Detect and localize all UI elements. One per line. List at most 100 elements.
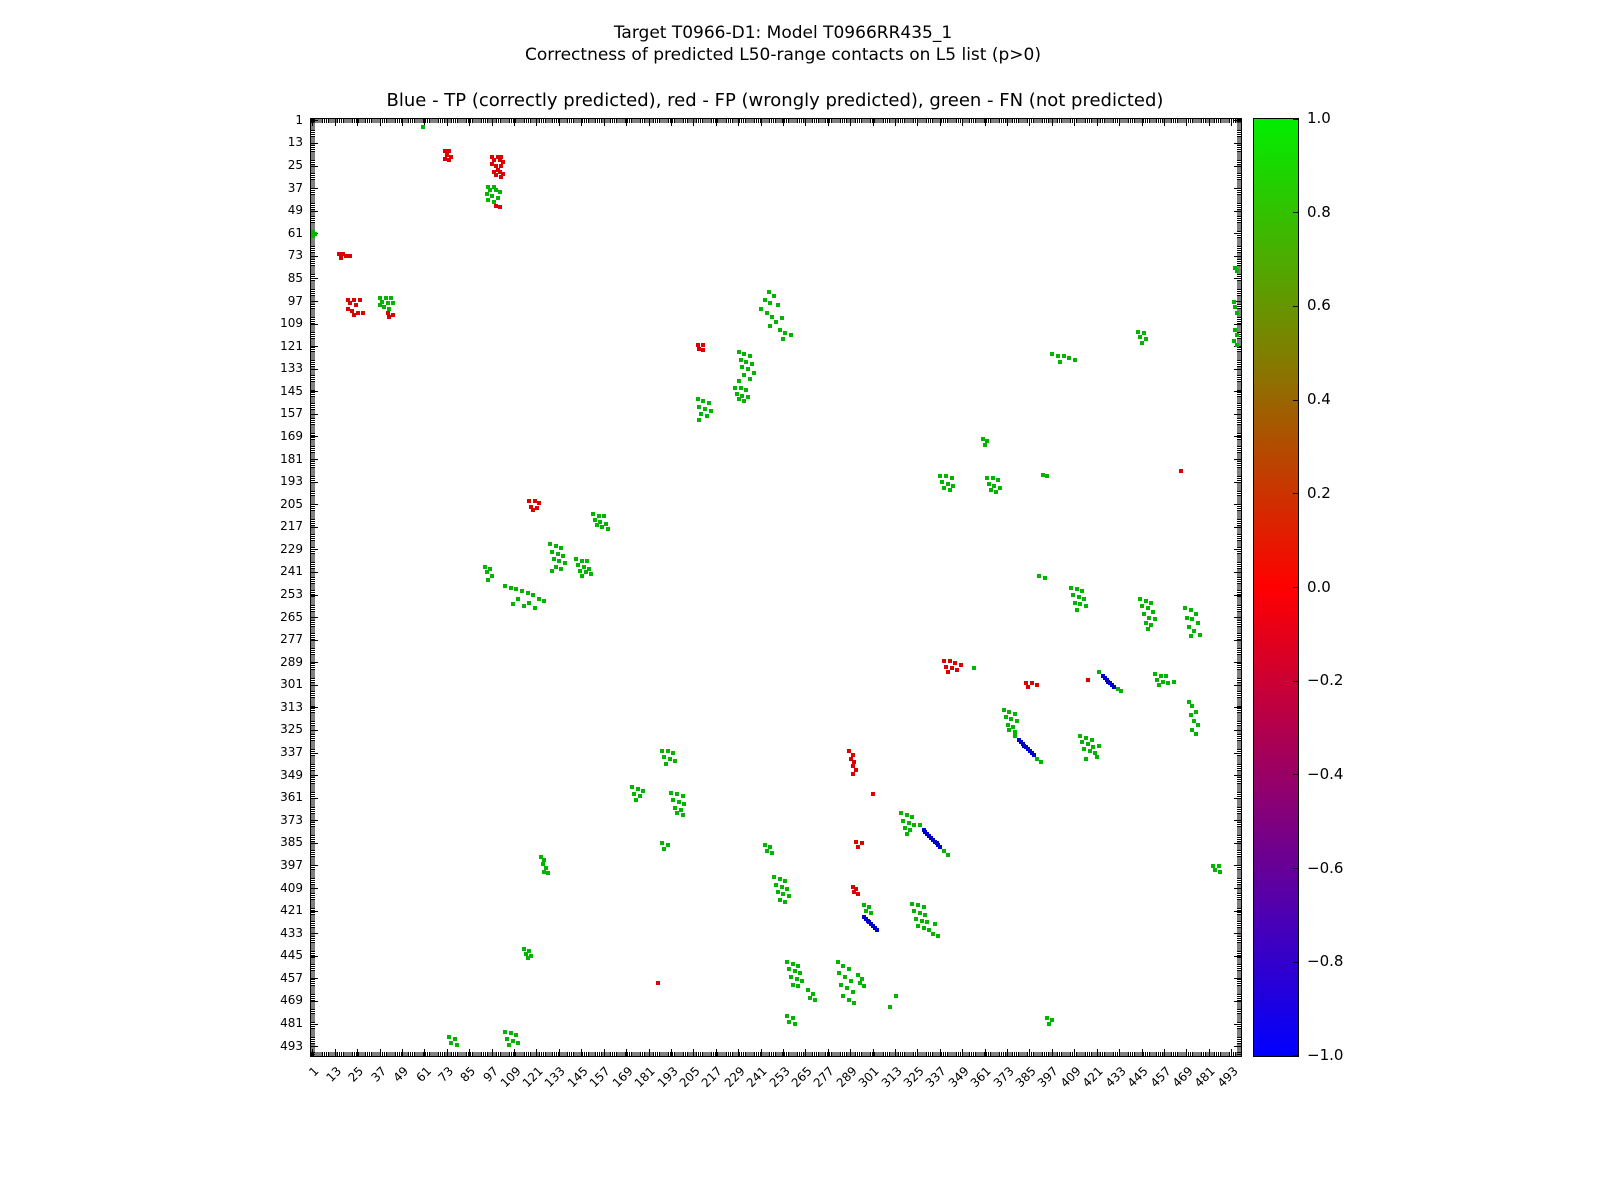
axis-major-tick [1234, 707, 1241, 709]
axis-major-tick [984, 119, 986, 126]
data-point-fn [792, 1022, 797, 1026]
data-point-fn [781, 337, 786, 342]
data-point-fn [1041, 472, 1046, 477]
data-point-fn [561, 553, 566, 558]
data-point-fn [383, 295, 388, 300]
data-point-fp [955, 668, 960, 673]
data-point-fn [660, 841, 665, 846]
data-point-fn [1158, 673, 1163, 678]
x-tick-label: 85 [457, 1064, 479, 1085]
data-point-fn [764, 848, 769, 853]
data-point-fn [785, 959, 790, 964]
data-point-fn [482, 564, 487, 569]
data-point-fn [861, 903, 866, 908]
data-point-fn [788, 974, 793, 979]
axis-major-tick [1234, 571, 1241, 573]
data-point-fn [985, 438, 990, 443]
data-point-fn [516, 596, 521, 601]
x-tick-label: 409 [1057, 1064, 1084, 1091]
axis-major-tick [311, 526, 318, 528]
data-point-fn [708, 408, 713, 413]
axis-major-tick [760, 119, 762, 126]
data-point-fn [790, 961, 795, 966]
data-point-fn [904, 831, 909, 836]
data-point-fn [740, 365, 745, 370]
data-point-fn [673, 758, 678, 763]
axis-major-tick [715, 1049, 717, 1056]
data-point-fn [637, 794, 642, 799]
data-point-fp [499, 154, 504, 159]
data-point-fp [854, 768, 859, 772]
data-point-fn [490, 194, 495, 199]
axis-major-tick [357, 1049, 359, 1056]
y-tick-label: 253 [280, 587, 303, 602]
data-point-fn [1231, 299, 1236, 304]
axis-major-tick [603, 119, 605, 126]
data-point-fn [863, 909, 868, 914]
data-point-fn [736, 378, 741, 383]
data-point-fn [1143, 337, 1148, 342]
data-point-fn [1057, 359, 1062, 364]
data-point-fn [915, 903, 920, 908]
y-tick-label: 265 [280, 609, 303, 624]
data-point-fn [770, 850, 775, 855]
axis-major-tick [1234, 933, 1241, 935]
x-tick-label: 265 [788, 1064, 815, 1091]
axis-major-tick [311, 865, 318, 867]
axis-major-tick [1234, 617, 1241, 619]
axis-major-tick [558, 1049, 560, 1056]
axis-major-tick [311, 933, 318, 935]
axis-major-tick [1234, 436, 1241, 438]
data-point-fn [912, 822, 917, 827]
axis-major-tick [581, 119, 583, 126]
data-point-fp [357, 297, 362, 302]
x-tick-label: 121 [519, 1064, 546, 1091]
axis-major-tick [334, 1049, 336, 1056]
axis-major-tick [1234, 504, 1241, 506]
axis-major-tick [491, 119, 493, 126]
data-point-fn [663, 762, 668, 767]
data-point-fn [859, 976, 864, 981]
axis-major-tick [1234, 797, 1241, 799]
axis-major-tick [782, 1049, 784, 1056]
data-point-fn [1138, 596, 1143, 601]
axis-major-tick [1234, 594, 1241, 596]
data-point-fn [1070, 593, 1075, 598]
data-point-fn [579, 559, 584, 564]
data-point-fn [576, 562, 581, 567]
axis-major-tick [1234, 413, 1241, 415]
axis-major-tick [311, 549, 318, 551]
axis-major-tick [805, 119, 807, 126]
y-tick-label: 361 [280, 790, 303, 805]
data-point-fn [1235, 269, 1240, 274]
data-point-fn [867, 905, 872, 910]
data-point-fp [501, 171, 506, 176]
data-point-fn [846, 997, 851, 1002]
data-point-fn [1095, 754, 1100, 759]
data-point-fn [553, 564, 558, 569]
data-point-fn [1145, 626, 1150, 631]
axis-major-tick [446, 1049, 448, 1056]
data-point-fn [495, 196, 500, 201]
axis-major-tick [738, 119, 740, 126]
data-point-fn [992, 483, 997, 488]
y-tick-label: 229 [280, 541, 303, 556]
data-point-fn [787, 894, 792, 899]
axis-major-tick [1231, 1049, 1233, 1056]
y-tick-label: 169 [280, 428, 303, 443]
data-point-fn [581, 564, 586, 569]
axis-major-tick [1234, 684, 1241, 686]
data-point-fn [1188, 608, 1193, 613]
data-point-fn [1149, 623, 1154, 628]
data-point-fn [1084, 756, 1088, 761]
figure-title-line2: Correctness of predicted L50-range conta… [525, 45, 1041, 65]
data-point-fn [1005, 722, 1010, 727]
data-point-fp [346, 307, 351, 312]
x-tick-label: 73 [435, 1064, 457, 1085]
data-point-fp [497, 158, 502, 163]
axis-major-tick [1234, 955, 1241, 957]
data-point-fn [813, 997, 818, 1002]
data-point-fp [493, 203, 498, 208]
axis-major-tick [311, 752, 318, 754]
x-tick-label: 493 [1214, 1064, 1241, 1091]
